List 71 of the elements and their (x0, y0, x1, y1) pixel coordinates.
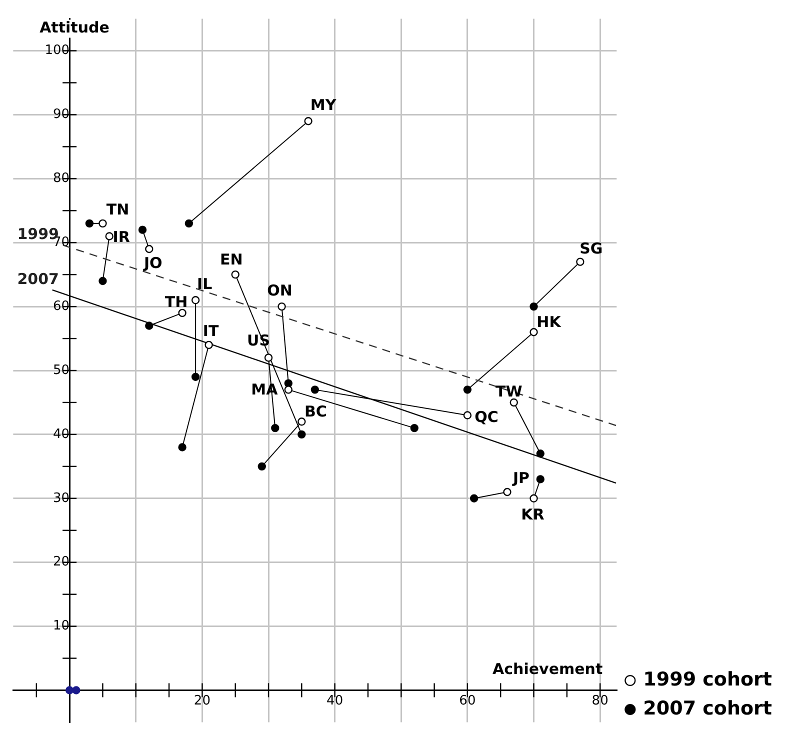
point (503, 488, 512, 496)
point (145, 322, 154, 330)
point (530, 302, 538, 311)
data-label: TH (164, 292, 188, 311)
data-label: BC (304, 402, 327, 421)
point (264, 354, 273, 362)
point (530, 494, 538, 502)
point (85, 219, 94, 228)
point (65, 686, 74, 694)
point (510, 398, 518, 407)
data-label: QC (474, 408, 498, 426)
point (178, 308, 186, 318)
series-label: 2007 (17, 270, 59, 288)
point (271, 424, 280, 432)
y-tick-label: 100 (44, 43, 70, 58)
data-label: JO (142, 254, 162, 272)
point (470, 494, 478, 502)
point (178, 443, 186, 452)
y-axis-title: Attitude (40, 18, 110, 37)
point (231, 270, 240, 279)
point (191, 296, 200, 304)
x-tick-label: 40 (326, 693, 344, 708)
point (138, 226, 147, 234)
point (72, 686, 80, 694)
point (576, 258, 584, 266)
y-tick-label: 90 (53, 107, 70, 122)
y-tick-label: 40 (53, 426, 70, 442)
point (258, 462, 266, 471)
point (304, 117, 312, 126)
point (98, 219, 107, 228)
point (284, 386, 292, 394)
point (98, 276, 107, 286)
point (536, 475, 544, 484)
legend-label: 1999 cohort (643, 668, 772, 690)
x-axis-title: Achievement (492, 660, 603, 678)
data-label: JP (512, 468, 530, 487)
point (463, 386, 472, 394)
point (105, 232, 114, 240)
point (298, 430, 306, 439)
data-label: KR (521, 505, 545, 524)
data-label: TW (495, 382, 523, 400)
x-tick-label: 60 (459, 693, 476, 708)
point (463, 411, 472, 420)
point (298, 418, 306, 426)
y-tick-label: 10 (53, 618, 70, 634)
x-tick-label: 80 (592, 693, 608, 708)
data-label: SG (580, 240, 603, 258)
point (310, 386, 320, 394)
point (536, 450, 544, 458)
point (145, 244, 154, 254)
data-label: EN (220, 250, 243, 268)
y-tick-label: 30 (53, 490, 70, 506)
point (530, 328, 538, 336)
data-label: ON (267, 281, 292, 300)
legend-label: 2007 cohort (643, 697, 772, 720)
data-label: IT (202, 322, 220, 340)
x-tick-label: 20 (194, 693, 210, 708)
data-label: MY (310, 96, 338, 114)
y-tick-label: 80 (53, 171, 70, 186)
data-label: HK (536, 313, 562, 332)
data-label: IR (112, 228, 130, 246)
y-tick-label: 20 (53, 554, 70, 570)
point (278, 302, 286, 311)
point (410, 424, 418, 432)
point (184, 219, 194, 228)
data-label: IL (196, 275, 213, 294)
point (191, 372, 200, 381)
y-tick-label: 50 (53, 362, 70, 378)
point (204, 340, 213, 350)
y-tick-label: 60 (53, 298, 70, 314)
data-label: TN (106, 200, 130, 218)
